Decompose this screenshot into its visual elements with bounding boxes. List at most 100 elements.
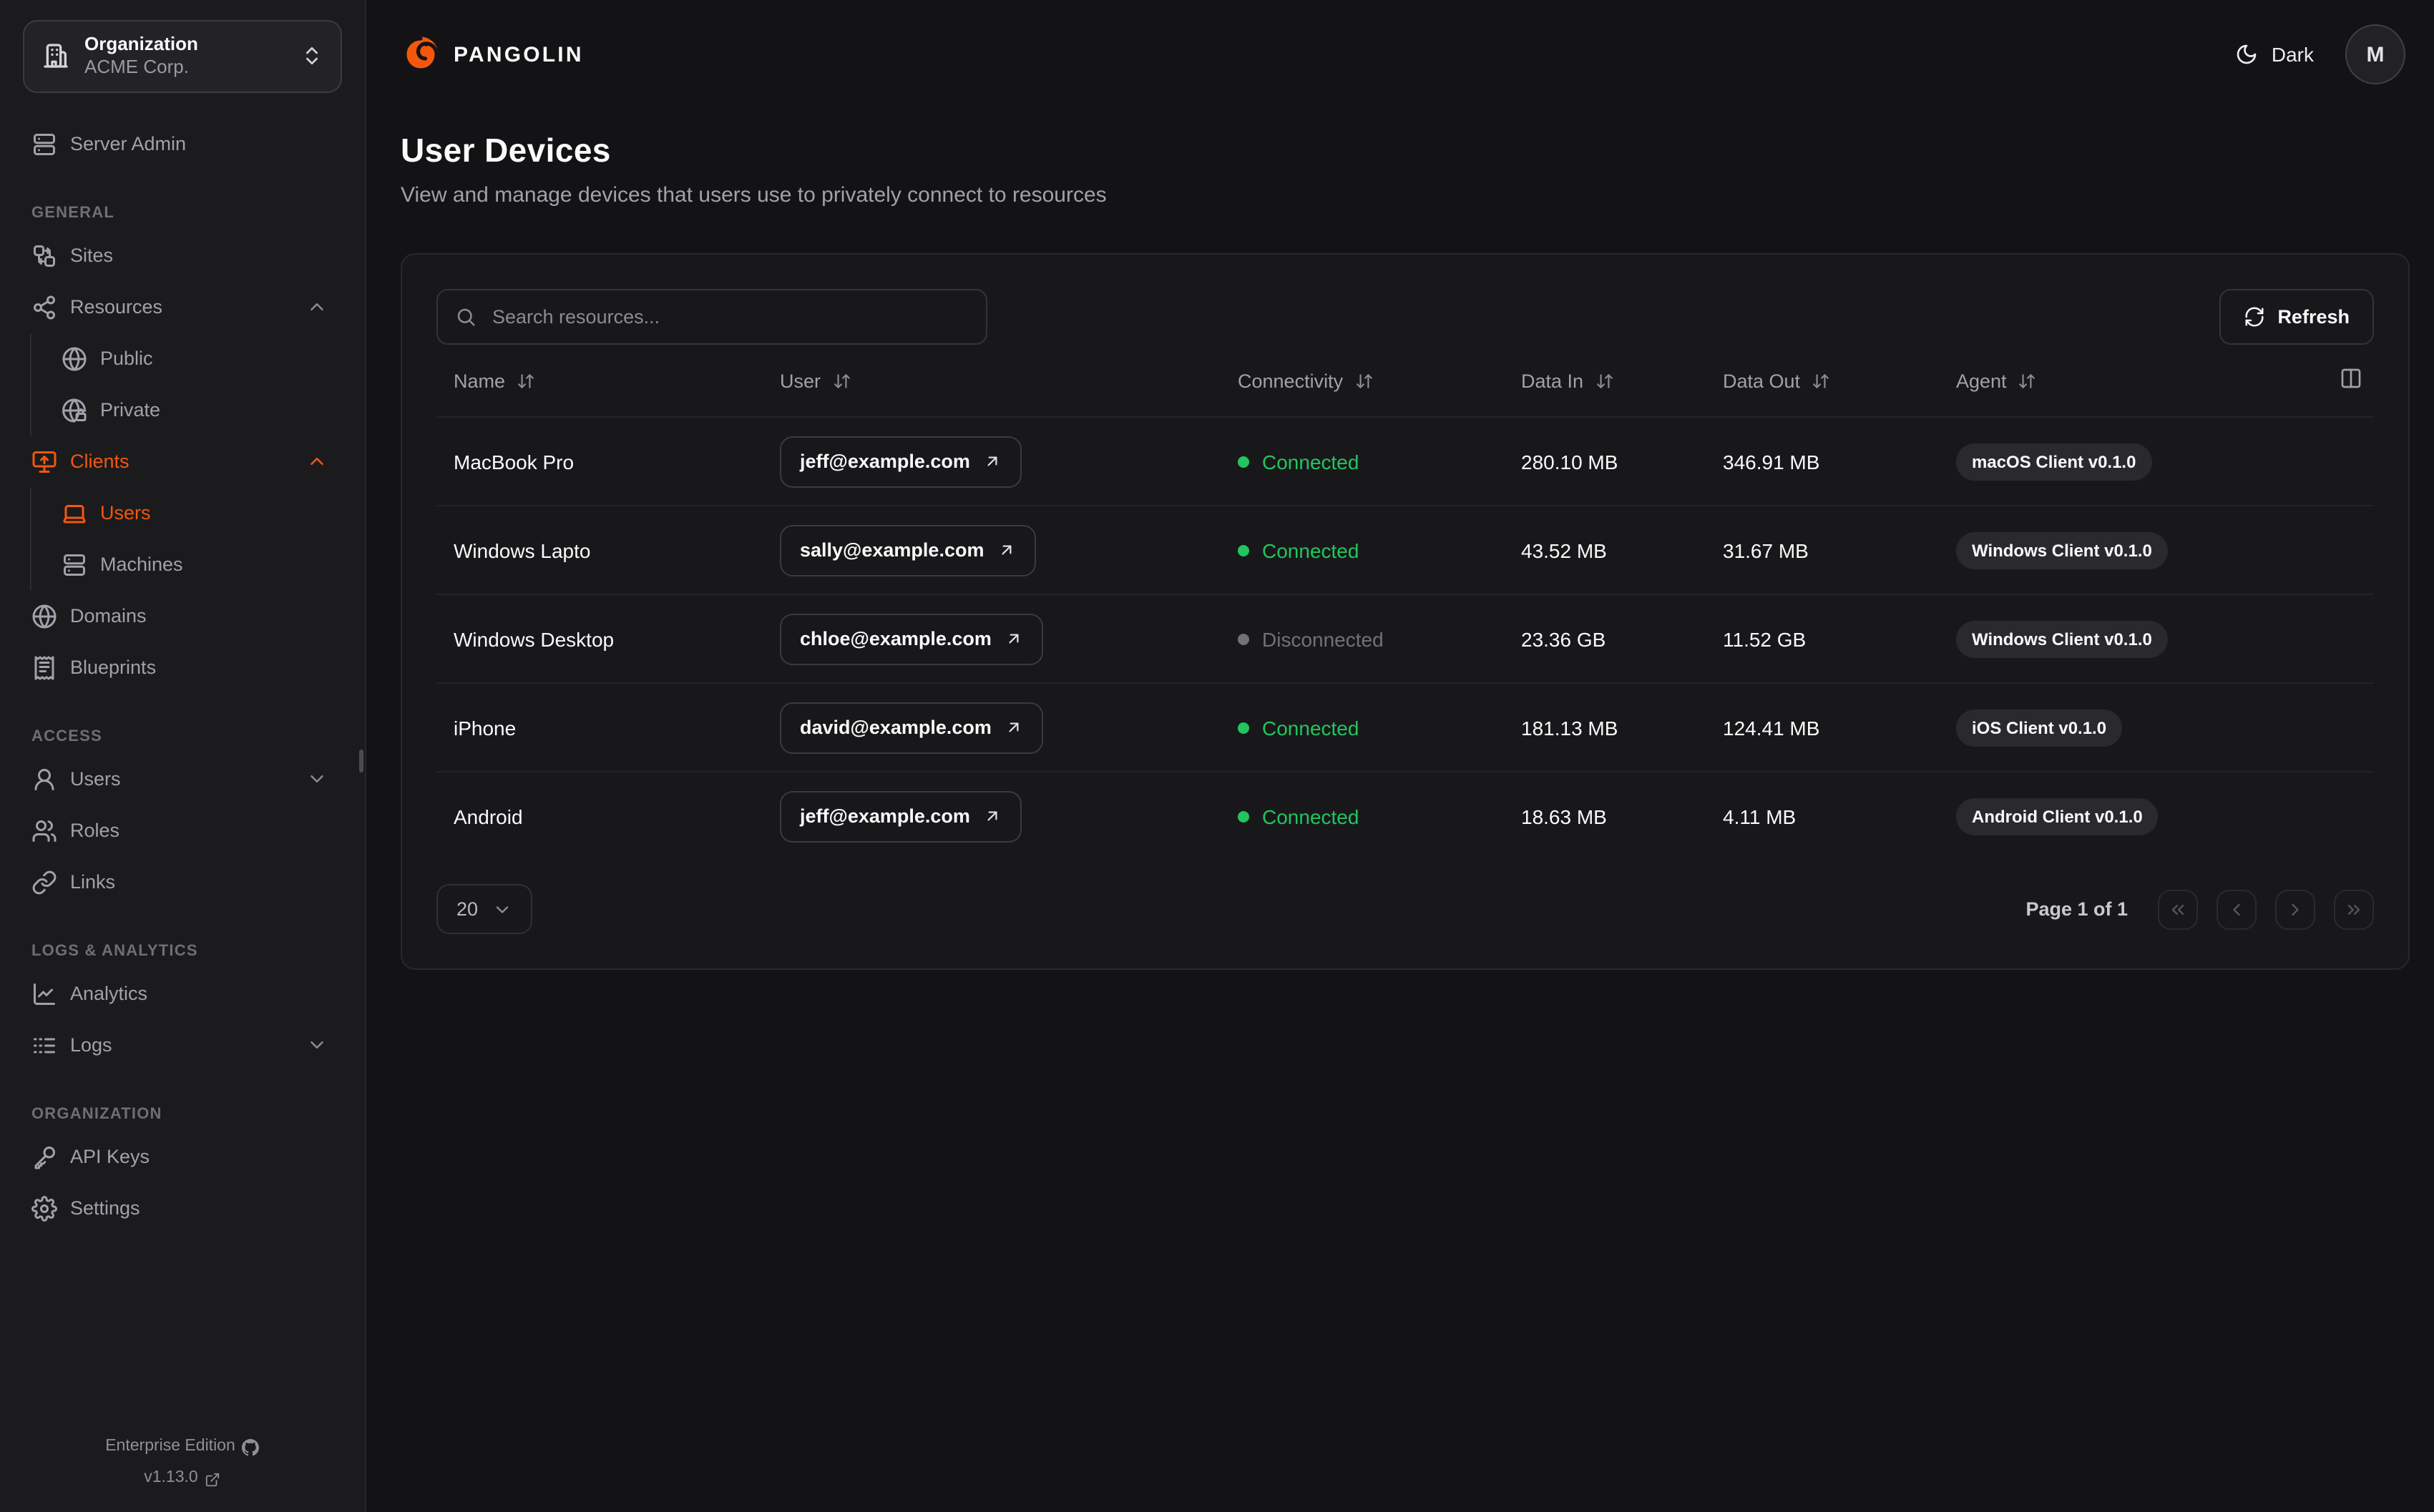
sidebar-item-label: Users (100, 502, 151, 524)
column-header-name[interactable]: Name (436, 370, 763, 391)
sidebar-item-sites[interactable]: Sites (23, 230, 342, 281)
sidebar-item-label: Users (70, 768, 121, 790)
user-cell: chloe@example.com (763, 613, 1221, 664)
brand[interactable]: PANGOLIN (401, 34, 584, 74)
org-selector[interactable]: Organization ACME Corp. (23, 20, 342, 92)
resources-subgroup: Public Private (30, 333, 342, 436)
server-icon (62, 551, 87, 577)
column-label: Name (454, 370, 506, 391)
sidebar-item-users[interactable]: Users (23, 753, 342, 805)
monitor-up-icon (31, 448, 57, 474)
prev-page-button[interactable] (2216, 889, 2257, 929)
sort-icon (832, 371, 851, 390)
sidebar: Organization ACME Corp. Server Admin GEN… (0, 0, 366, 1512)
column-header-user[interactable]: User (763, 370, 1221, 391)
arrow-up-right-icon (1005, 629, 1023, 648)
column-header-data-in[interactable]: Data In (1504, 370, 1706, 391)
sidebar-item-server-admin[interactable]: Server Admin (23, 118, 342, 170)
user-icon (31, 766, 57, 792)
sidebar-item-private[interactable]: Private (62, 384, 342, 436)
sidebar-item-links[interactable]: Links (23, 856, 342, 908)
chevrons-left-icon (2168, 899, 2188, 919)
sidebar-item-machines[interactable]: Machines (62, 539, 342, 590)
sidebar-item-label: Settings (70, 1197, 140, 1219)
column-header-data-out[interactable]: Data Out (1706, 370, 1939, 391)
data-in-value: 280.10 MB (1521, 450, 1618, 473)
sidebar-item-label: Blueprints (70, 657, 157, 678)
data-out-value: 31.67 MB (1723, 539, 1809, 561)
users-icon (31, 818, 57, 843)
sidebar-item-clients-users[interactable]: Users (62, 487, 342, 539)
chevron-right-icon (2285, 899, 2305, 919)
sidebar-item-clients[interactable]: Clients (23, 436, 342, 487)
avatar[interactable]: M (2345, 24, 2405, 84)
sidebar-item-resources[interactable]: Resources (23, 281, 342, 333)
logs-icon (31, 1032, 57, 1058)
sort-icon (2018, 371, 2037, 390)
sidebar-item-domains[interactable]: Domains (23, 590, 342, 642)
user-cell: jeff@example.com (763, 790, 1221, 842)
chevron-left-icon (2227, 899, 2247, 919)
table-row: Android jeff@example.com Connected 18.63… (436, 771, 2374, 860)
search-box (436, 289, 987, 345)
sidebar-item-blueprints[interactable]: Blueprints (23, 642, 342, 693)
refresh-button[interactable]: Refresh (2219, 289, 2374, 345)
sidebar-item-logs[interactable]: Logs (23, 1019, 342, 1071)
external-link-icon (205, 1471, 221, 1487)
search-input[interactable] (489, 305, 969, 329)
sidebar-scrollbar-thumb[interactable] (359, 750, 363, 772)
connectivity-status: Connected (1221, 805, 1504, 828)
user-link[interactable]: chloe@example.com (780, 613, 1043, 664)
receipt-icon (31, 654, 57, 680)
topbar-right: Dark M (2236, 24, 2405, 84)
devices-card: Refresh Name User Connectivity (401, 253, 2410, 970)
version-label: v1.13.0 (144, 1469, 198, 1487)
sidebar-item-public[interactable]: Public (62, 333, 342, 384)
column-header-agent[interactable]: Agent (1939, 370, 2374, 391)
page-subtitle: View and manage devices that users use t… (401, 183, 1107, 207)
sidebar-item-label: Clients (70, 451, 129, 472)
user-link[interactable]: jeff@example.com (780, 790, 1022, 842)
sidebar-item-settings[interactable]: Settings (23, 1182, 342, 1234)
data-out-value: 124.41 MB (1723, 716, 1820, 739)
status-dot (1238, 633, 1249, 644)
sidebar-item-api-keys[interactable]: API Keys (23, 1131, 342, 1182)
user-email: david@example.com (800, 717, 992, 738)
column-label: Data Out (1723, 370, 1801, 391)
table-row: Windows Lapto sally@example.com Connecte… (436, 505, 2374, 594)
building-icon (41, 42, 70, 71)
sidebar-item-label: Private (100, 399, 161, 421)
next-page-button[interactable] (2275, 889, 2315, 929)
last-page-button[interactable] (2334, 889, 2374, 929)
edition-link[interactable]: Enterprise Edition (105, 1433, 260, 1464)
column-label: Connectivity (1238, 370, 1344, 391)
sidebar-item-label: Machines (100, 554, 183, 575)
user-email: sally@example.com (800, 539, 984, 561)
user-link[interactable]: david@example.com (780, 702, 1043, 753)
sort-icon (1595, 371, 1613, 390)
sidebar-item-analytics[interactable]: Analytics (23, 968, 342, 1019)
chevron-down-icon (492, 899, 512, 919)
status-label: Connected (1262, 716, 1359, 739)
device-name: Android (454, 805, 523, 828)
agent-cell: Windows Client v0.1.0 (1939, 620, 2374, 657)
sidebar-item-label: Sites (70, 245, 114, 266)
section-label-access: ACCESS (31, 727, 102, 745)
version-link[interactable]: v1.13.0 (144, 1463, 220, 1495)
theme-toggle[interactable]: Dark (2236, 43, 2314, 66)
section-label-logs-analytics: LOGS & ANALYTICS (31, 942, 198, 959)
user-link[interactable]: sally@example.com (780, 524, 1036, 576)
page-size-select[interactable]: 20 (436, 884, 533, 934)
link-icon (31, 869, 57, 895)
agent-badge: Android Client v0.1.0 (1956, 797, 2159, 835)
column-header-connectivity[interactable]: Connectivity (1221, 370, 1504, 391)
user-link[interactable]: jeff@example.com (780, 436, 1022, 487)
agent-badge: iOS Client v0.1.0 (1956, 709, 2123, 746)
sidebar-item-roles[interactable]: Roles (23, 805, 342, 856)
arrow-up-right-icon (997, 541, 1015, 559)
first-page-button[interactable] (2158, 889, 2198, 929)
status-label: Connected (1262, 805, 1359, 828)
connectivity-status: Connected (1221, 716, 1504, 739)
columns-toggle-button[interactable] (2334, 361, 2368, 400)
